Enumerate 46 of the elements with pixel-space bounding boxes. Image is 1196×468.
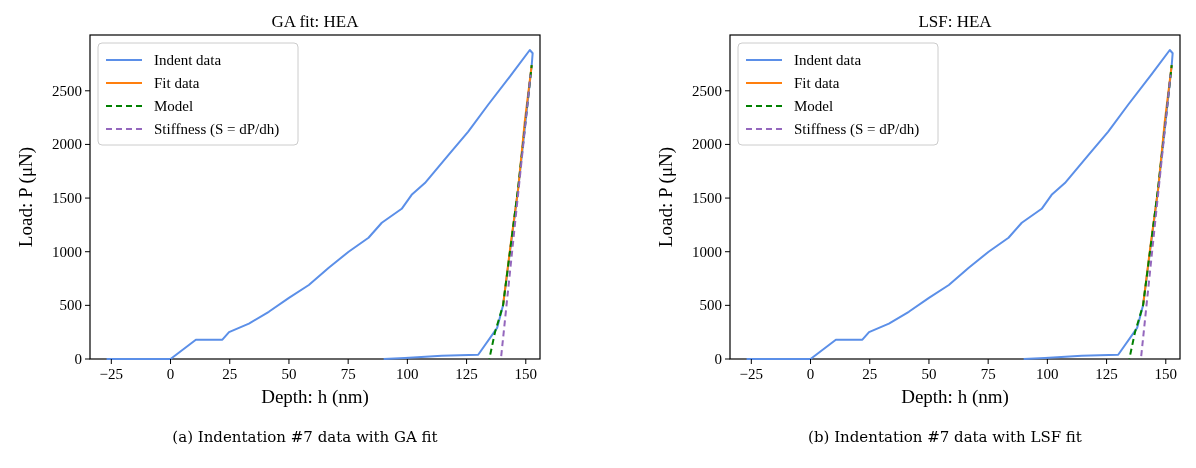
x-tick-label: 50 xyxy=(921,366,937,382)
text: (a) Indentation #7 data with GA fit xyxy=(172,428,438,446)
legend-label: Indent data xyxy=(794,52,862,68)
legend-label: Stiffness (S = dP/dh) xyxy=(794,121,920,138)
x-tick-label: −25 xyxy=(99,366,124,382)
line-series xyxy=(488,64,533,360)
x-tick-label: 100 xyxy=(1036,366,1059,382)
y-tick-label: 500 xyxy=(59,297,82,314)
y-tick-label: 1500 xyxy=(52,190,82,207)
y-axis-title: Load: P (μN) xyxy=(15,146,37,248)
x-tick-label: 0 xyxy=(166,366,175,382)
y-tick-label: 1500 xyxy=(692,190,722,207)
line-series xyxy=(1128,64,1173,360)
y-tick-label: 2000 xyxy=(692,136,722,153)
x-tick-label: 75 xyxy=(340,366,356,382)
x-tick-label: 125 xyxy=(1095,366,1118,382)
x-tick-label: 150 xyxy=(1154,366,1178,382)
y-tick-label: 2000 xyxy=(52,136,82,153)
x-tick-label: −25 xyxy=(739,366,764,382)
y-tick-label: 2500 xyxy=(52,82,82,99)
x-tick-label: 75 xyxy=(980,366,996,382)
legend-label: Fit data xyxy=(794,75,840,91)
x-axis-title: Depth: h (nm) xyxy=(901,386,1009,408)
legend-label: Model xyxy=(154,98,194,114)
x-tick-label: 125 xyxy=(455,366,478,382)
x-tick-label: 150 xyxy=(514,366,538,382)
x-tick-label: 50 xyxy=(281,366,297,382)
x-tick-label: 0 xyxy=(806,366,815,382)
y-axis-title: Load: P (μN) xyxy=(655,146,677,248)
x-tick-label: 25 xyxy=(222,366,238,382)
y-tick-label: 0 xyxy=(714,351,722,367)
y-tick-label: 0 xyxy=(74,351,82,367)
chart-title: GA fit: HEA xyxy=(271,12,360,31)
legend-label: Model xyxy=(794,98,834,114)
y-tick-label: 1000 xyxy=(52,243,82,260)
y-tick-label: 500 xyxy=(699,297,722,314)
x-tick-label: 100 xyxy=(396,366,419,382)
chart-title: LSF: HEA xyxy=(918,12,993,31)
y-tick-label: 1000 xyxy=(692,243,722,260)
legend-label: Stiffness (S = dP/dh) xyxy=(154,121,280,138)
legend-label: Indent data xyxy=(154,52,222,68)
x-axis-title: Depth: h (nm) xyxy=(261,386,369,408)
x-tick-label: 25 xyxy=(862,366,878,382)
text: (b) Indentation #7 data with LSF fit xyxy=(808,428,1082,446)
legend-label: Fit data xyxy=(154,75,200,91)
y-tick-label: 2500 xyxy=(692,82,722,99)
